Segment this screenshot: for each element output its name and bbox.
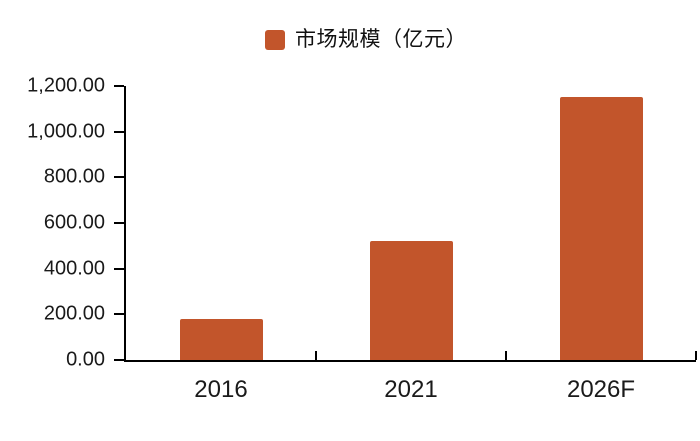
x-axis-tick <box>695 351 697 360</box>
y-axis-label: 1,000.00 <box>27 120 105 143</box>
x-axis-label: 2016 <box>194 376 248 403</box>
plot-area: 0.00 200.00 400.00 600.00 800.00 1,000.00 1,20… <box>27 75 697 403</box>
bar-2016 <box>179 318 263 360</box>
y-axis-label: 1,200.00 <box>27 74 105 97</box>
y-axis-label: 400.00 <box>43 257 105 280</box>
x-axis-label: 2021 <box>384 376 438 403</box>
y-axis-label: 0.00 <box>66 348 105 371</box>
y-axis-tick <box>114 222 124 224</box>
y-axis-label: 600.00 <box>43 211 105 234</box>
bar-2026F <box>559 97 643 360</box>
y-axis-tick <box>114 359 124 361</box>
legend-swatch-icon <box>265 30 285 50</box>
x-axis-tick <box>505 351 507 360</box>
y-axis-tick <box>114 130 124 133</box>
y-axis-tick <box>114 313 124 316</box>
y-axis-tick <box>114 176 124 179</box>
y-axis-tick <box>114 85 124 87</box>
bar-2021 <box>369 241 453 360</box>
legend-label: 市场规模（亿元） <box>295 28 467 51</box>
x-axis-label: 2026F <box>566 376 636 403</box>
legend: 市场规模（亿元） <box>265 29 467 51</box>
x-axis-tick <box>315 351 317 360</box>
y-axis-label: 800.00 <box>43 165 105 188</box>
y-axis-tick <box>114 267 124 270</box>
y-axis-label: 200.00 <box>43 302 105 325</box>
